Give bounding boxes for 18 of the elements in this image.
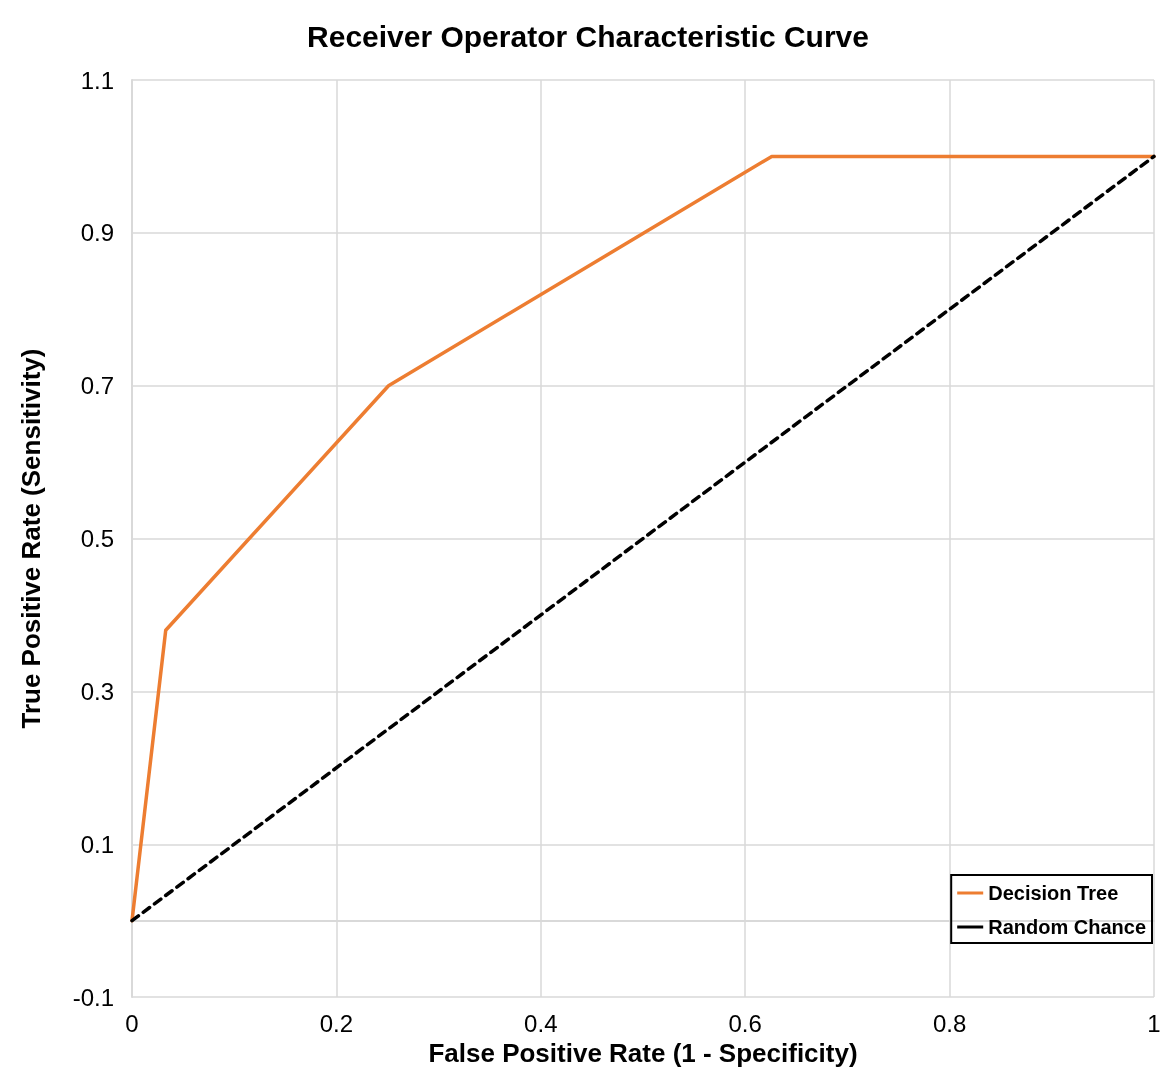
x-tick-label: 0.4	[524, 1009, 558, 1037]
y-tick-label: 0.7	[80, 372, 114, 400]
x-tick-label: 0	[125, 1009, 139, 1037]
x-tick-label: 1	[1147, 1009, 1161, 1037]
chart-title: Receiver Operator Characteristic Curve	[307, 19, 869, 53]
y-axis-title: True Positive Rate (Sensitivity)	[16, 348, 46, 729]
y-tick-label: 0.3	[80, 677, 114, 705]
y-tick-label: 0.9	[80, 219, 114, 247]
legend-label: Random Chance	[988, 916, 1147, 938]
y-tick-label: 0.5	[80, 525, 114, 553]
legend-label: Decision Tree	[988, 882, 1119, 904]
y-tick-label: 1.1	[80, 66, 114, 94]
y-tick-label: 0.1	[80, 830, 114, 858]
x-tick-label: 0.2	[319, 1009, 354, 1037]
x-axis-title: False Positive Rate (1 - Specificity)	[428, 1038, 858, 1068]
x-tick-label: 0.8	[932, 1009, 967, 1037]
x-tick-label: 0.6	[728, 1009, 762, 1037]
y-tick-label: -0.1	[72, 983, 114, 1011]
